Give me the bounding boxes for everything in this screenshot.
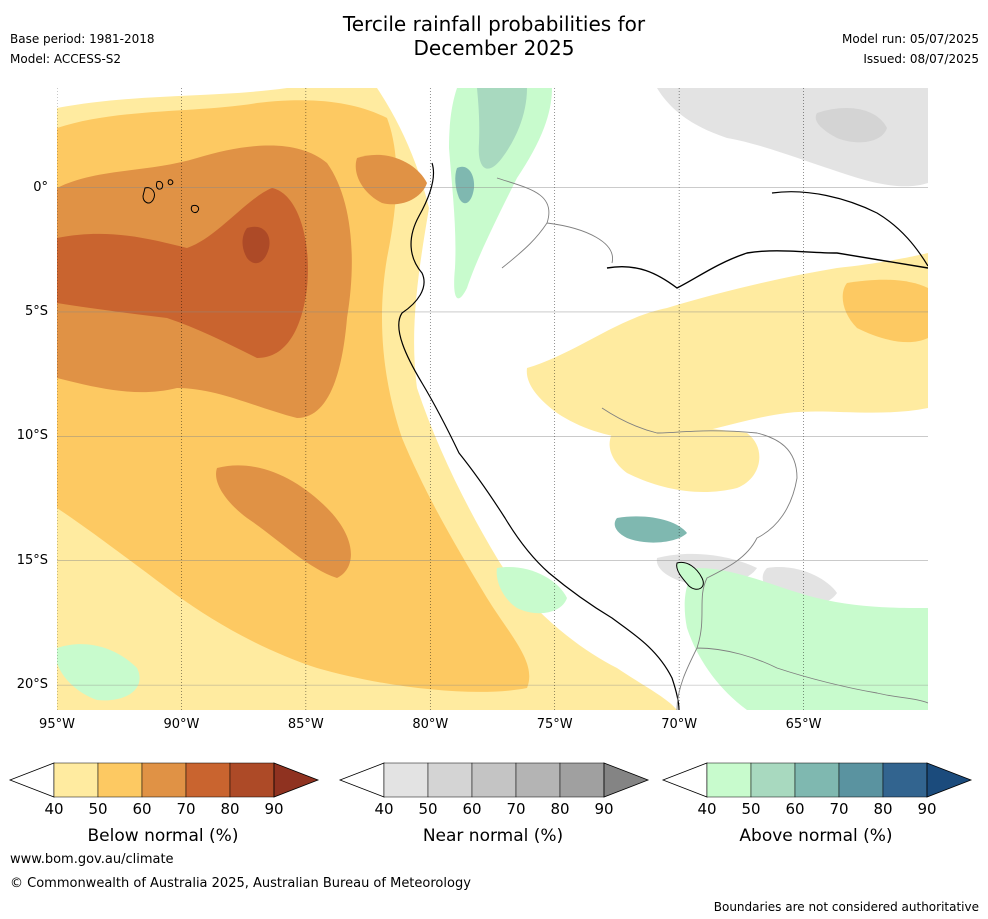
gridlines [57, 88, 928, 710]
below-normal-title: Below normal (%) [87, 826, 239, 846]
below-50-amazon-region [526, 253, 928, 440]
map-field [57, 88, 928, 710]
colorbar-tick-label: 90 [264, 800, 283, 815]
colorbar-extend-high [273, 762, 320, 798]
above-60-north-region [477, 88, 527, 169]
colorbar-tick-label: 60 [132, 800, 151, 815]
colorbar-tick-label: 60 [462, 800, 481, 815]
colorbar-segment [383, 762, 429, 798]
below-60-brazil-region [842, 279, 928, 343]
near-normal-north-50-region [815, 108, 887, 143]
above-70-north-region [455, 166, 475, 204]
colorbar-tick-label: 50 [418, 800, 437, 815]
meta-left: Base period: 1981-2018 Model: ACCESS-S2 [10, 29, 155, 69]
above-normal-north-region [449, 88, 552, 299]
latitude-label: 10°S [16, 428, 48, 444]
colorbar-tick-label: 90 [917, 800, 936, 815]
latitude-label: 0° [33, 179, 48, 195]
latitude-label: 15°S [16, 552, 48, 568]
colorbars: 40 50 60 70 80 90 40 50 60 70 80 90 40 50 60 70 80 90 [8, 762, 973, 815]
colorbar-segment [229, 762, 275, 798]
amazon-tributary [771, 191, 928, 267]
colorbar-extend-low [661, 762, 708, 798]
longitude-label: 80°W [412, 717, 449, 732]
longitude-label: 95°W [39, 717, 75, 732]
title-line-1: Tercile rainfall probabilities for [342, 12, 646, 36]
disclaimer-text: Boundaries are not considered authoritat… [713, 900, 979, 914]
colorbar-tick-label: 90 [594, 800, 613, 815]
meta-right: Model run: 05/07/2025 Issued: 08/07/2025 [842, 29, 979, 69]
rainfall-probability-map [57, 88, 928, 710]
colorbar-tick-label: 50 [741, 800, 760, 815]
lake-titicaca [676, 561, 704, 590]
colorbar-segment [141, 762, 187, 798]
colorbar-segment [185, 762, 231, 798]
colorbar-extend-high [926, 762, 973, 798]
colorbar-extend-low [8, 762, 55, 798]
longitude-label: 85°W [287, 717, 324, 732]
colorbar-below-normal: 40 50 60 70 80 90 [8, 762, 320, 815]
colorbar-segment [53, 762, 99, 798]
model-run-text: Model run: 05/07/2025 [841, 32, 979, 46]
copyright-text: © Commonwealth of Australia 2025, Austra… [10, 876, 471, 891]
colorbar-segment [559, 762, 605, 798]
colorbar-tick-label: 40 [697, 800, 716, 815]
colorbar-tick-label: 80 [873, 800, 892, 815]
galapagos-islands [142, 179, 200, 213]
chart-title: Tercile rainfall probabilities for Decem… [0, 12, 988, 60]
colorbar-above-normal: 40 50 60 70 80 90 [661, 762, 973, 815]
longitude-label: 90°W [163, 717, 200, 732]
amazon-river [606, 250, 928, 289]
latitude-label: 20°S [16, 677, 48, 693]
colorbar-segment [794, 762, 840, 798]
colorbar-segment [515, 762, 561, 798]
colorbar-extend-low [338, 762, 385, 798]
colorbar-tick-label: 60 [785, 800, 804, 815]
colorbar-segment [838, 762, 884, 798]
website-link[interactable]: www.bom.gov.au/climate [10, 852, 174, 867]
colorbar-segment [471, 762, 517, 798]
near-normal-title: Near normal (%) [422, 826, 564, 846]
model-text: Model: ACCESS-S2 [10, 52, 122, 66]
colorbar-segment [706, 762, 752, 798]
colorbar-tick-label: 70 [829, 800, 848, 815]
below-80-region [57, 188, 308, 358]
above-normal-se-region [496, 567, 567, 614]
colorbar-segment [882, 762, 928, 798]
latitude-label: 5°S [24, 303, 48, 319]
colorbar-tick-label: 40 [44, 800, 63, 815]
colorbar-segment [427, 762, 473, 798]
longitude-label: 70°W [661, 717, 698, 732]
below-90-region [242, 226, 270, 264]
longitude-label: 75°W [536, 717, 573, 732]
colorbar-tick-label: 40 [374, 800, 393, 815]
above-normal-title: Above normal (%) [739, 826, 893, 846]
colorbar-extend-high [603, 762, 650, 798]
above-normal-sw-region [57, 644, 140, 701]
base-period-text: Base period: 1981-2018 [10, 32, 155, 46]
below-50-bolivia-region [609, 425, 760, 493]
coastline [398, 162, 680, 710]
above-normal-blotch [614, 516, 687, 543]
above-normal-east-region [684, 568, 928, 710]
colorbar-tick-label: 80 [220, 800, 239, 815]
issued-text: Issued: 08/07/2025 [863, 52, 979, 66]
colorbar-tick-label: 50 [88, 800, 107, 815]
colorbar-segment [97, 762, 143, 798]
colorbar-tick-label: 80 [550, 800, 569, 815]
longitude-label: 65°W [785, 717, 822, 732]
below-70-coast-region [355, 154, 427, 205]
title-line-2: December 2025 [413, 36, 575, 60]
below-70-south-region [216, 465, 351, 578]
colorbar-near-normal: 40 50 60 70 80 90 [338, 762, 650, 815]
country-borders [496, 177, 928, 710]
colorbar-segment [750, 762, 796, 798]
colorbar-tick-label: 70 [176, 800, 195, 815]
colorbar-tick-label: 70 [506, 800, 525, 815]
